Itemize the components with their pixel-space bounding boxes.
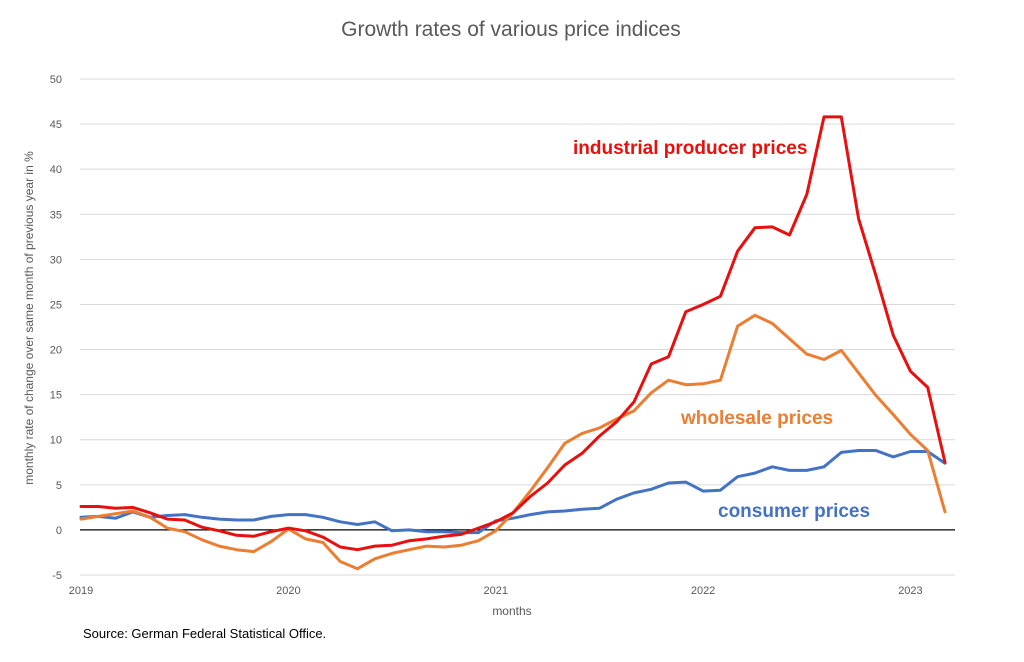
y-tick-label: 5 [56, 480, 62, 492]
y-tick-label: 50 [50, 74, 62, 86]
y-tick-label: -5 [52, 570, 62, 582]
x-tick-label: 2020 [276, 585, 300, 597]
x-tick-label: 2023 [898, 585, 922, 597]
series-line-wholesale-prices [79, 313, 947, 571]
y-tick-label: 30 [50, 254, 62, 266]
y-axis-label: monthly rate of change over same month o… [22, 151, 36, 485]
x-tick-label: 2019 [69, 585, 93, 597]
series-label-industrial-producer-prices: industrial producer prices [573, 138, 807, 159]
gridlines [80, 78, 955, 576]
y-tick-label: 10 [50, 435, 62, 447]
series-line-consumer-prices [79, 449, 947, 535]
x-axis-ticks: 2019 2020 2021 2022 2023 [69, 585, 923, 597]
source-note: Source: German Federal Statistical Offic… [83, 626, 326, 641]
chart-title: Growth rates of various price indices [341, 18, 681, 41]
series-lines [79, 115, 947, 571]
series-line-industrial-producer-prices [79, 115, 947, 552]
y-axis-ticks: -5 0 5 10 15 20 25 30 35 40 45 50 [50, 74, 62, 582]
y-tick-label: 25 [50, 299, 62, 311]
series-label-wholesale-prices: wholesale prices [680, 408, 833, 429]
y-tick-label: 20 [50, 345, 62, 357]
y-tick-label: 35 [50, 209, 62, 221]
y-tick-label: 40 [50, 164, 62, 176]
y-tick-label: 45 [50, 119, 62, 131]
series-label-consumer-prices: consumer prices [718, 501, 870, 522]
y-tick-label: 0 [56, 525, 62, 537]
y-tick-label: 15 [50, 390, 62, 402]
x-tick-label: 2022 [691, 585, 715, 597]
x-tick-label: 2021 [483, 585, 507, 597]
x-axis-label: months [492, 604, 531, 618]
